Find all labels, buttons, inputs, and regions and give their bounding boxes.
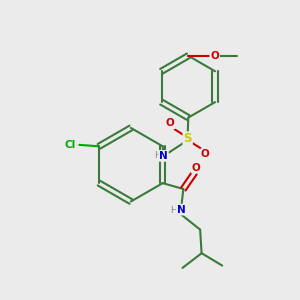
Text: O: O (192, 163, 200, 172)
Text: S: S (183, 132, 192, 145)
Text: N: N (159, 151, 168, 161)
Text: H: H (170, 206, 177, 215)
Text: H: H (154, 152, 160, 160)
Text: Cl: Cl (64, 140, 75, 150)
Text: O: O (166, 118, 175, 128)
Text: O: O (210, 51, 219, 61)
Text: O: O (201, 149, 209, 159)
Text: N: N (177, 205, 185, 214)
